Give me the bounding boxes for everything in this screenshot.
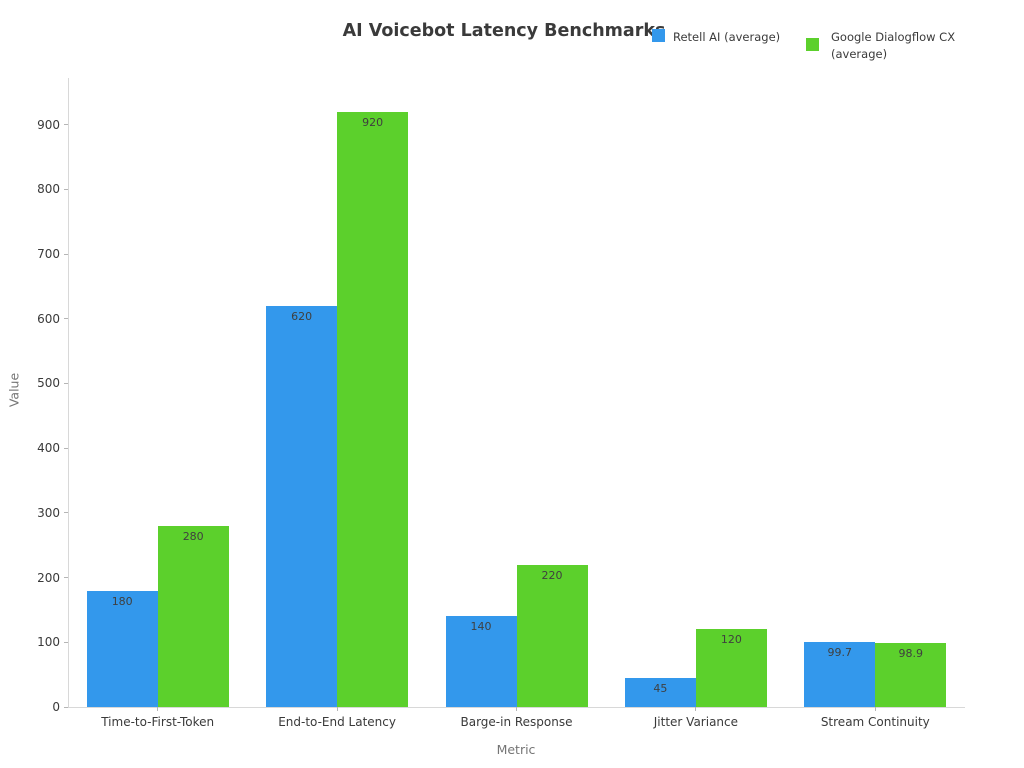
bar xyxy=(624,677,696,707)
y-tick-label: 500 xyxy=(37,376,60,391)
x-tick-mark xyxy=(874,707,876,711)
bar xyxy=(266,305,338,707)
x-tick-label: Jitter Variance xyxy=(653,715,739,729)
bar xyxy=(695,629,767,707)
bar xyxy=(875,642,947,707)
y-tick-mark xyxy=(64,577,68,579)
bar-value-label: 920 xyxy=(362,115,384,129)
y-tick-label: 600 xyxy=(37,311,60,326)
bar-value-label: 120 xyxy=(720,633,742,647)
y-tick-label: 400 xyxy=(37,441,60,456)
x-tick-mark xyxy=(336,707,338,711)
bar xyxy=(804,642,876,707)
bar xyxy=(337,111,409,707)
x-axis-title: Metric xyxy=(496,742,536,757)
x-tick-label: Stream Continuity xyxy=(820,715,930,729)
bar-value-label: 98.9 xyxy=(898,646,924,660)
x-tick-mark xyxy=(695,707,697,711)
bar xyxy=(157,525,229,707)
legend-swatch xyxy=(652,29,665,42)
x-tick-mark xyxy=(516,707,517,711)
legend-label: Retell AI (average) xyxy=(673,30,781,44)
y-tick-label: 200 xyxy=(37,570,60,585)
bar-value-label: 620 xyxy=(291,309,313,323)
y-tick-label: 800 xyxy=(37,182,60,197)
y-tick-mark xyxy=(64,706,68,708)
x-tick-label: Time-to-First-Token xyxy=(101,715,215,729)
bar-value-label: 99.7 xyxy=(827,646,853,660)
y-tick-mark xyxy=(64,382,68,384)
bar xyxy=(445,616,517,707)
y-tick-mark xyxy=(64,188,68,190)
legend-label: Google Dialogflow CX (average) xyxy=(831,30,956,61)
y-tick-label: 700 xyxy=(37,247,60,262)
y-tick-label: 100 xyxy=(37,635,60,650)
y-tick-mark xyxy=(64,253,68,255)
x-tick-label: Barge-in Response xyxy=(460,715,573,729)
bar xyxy=(516,564,588,707)
x-tick-label: End-to-End Latency xyxy=(278,715,396,729)
legend-swatch xyxy=(806,38,819,51)
y-tick-mark xyxy=(64,641,68,643)
y-tick-label: 300 xyxy=(37,505,60,520)
bar-value-label: 45 xyxy=(653,681,668,695)
y-tick-mark xyxy=(64,512,68,514)
y-tick-mark xyxy=(64,447,68,449)
y-tick-label: 900 xyxy=(37,117,60,132)
bar-value-label: 140 xyxy=(470,620,492,634)
y-tick-mark xyxy=(64,124,68,126)
y-tick-mark xyxy=(64,318,68,320)
y-axis-title: Value xyxy=(6,372,22,408)
bar-value-label: 280 xyxy=(182,529,204,543)
bar-value-label: 180 xyxy=(111,594,133,608)
bar-value-label: 220 xyxy=(541,568,563,582)
chart-title: AI Voicebot Latency Benchmarks xyxy=(342,21,666,41)
bar xyxy=(86,590,158,707)
x-tick-mark xyxy=(157,707,159,711)
y-tick-label: 0 xyxy=(52,700,60,714)
y-axis-line xyxy=(68,78,69,707)
